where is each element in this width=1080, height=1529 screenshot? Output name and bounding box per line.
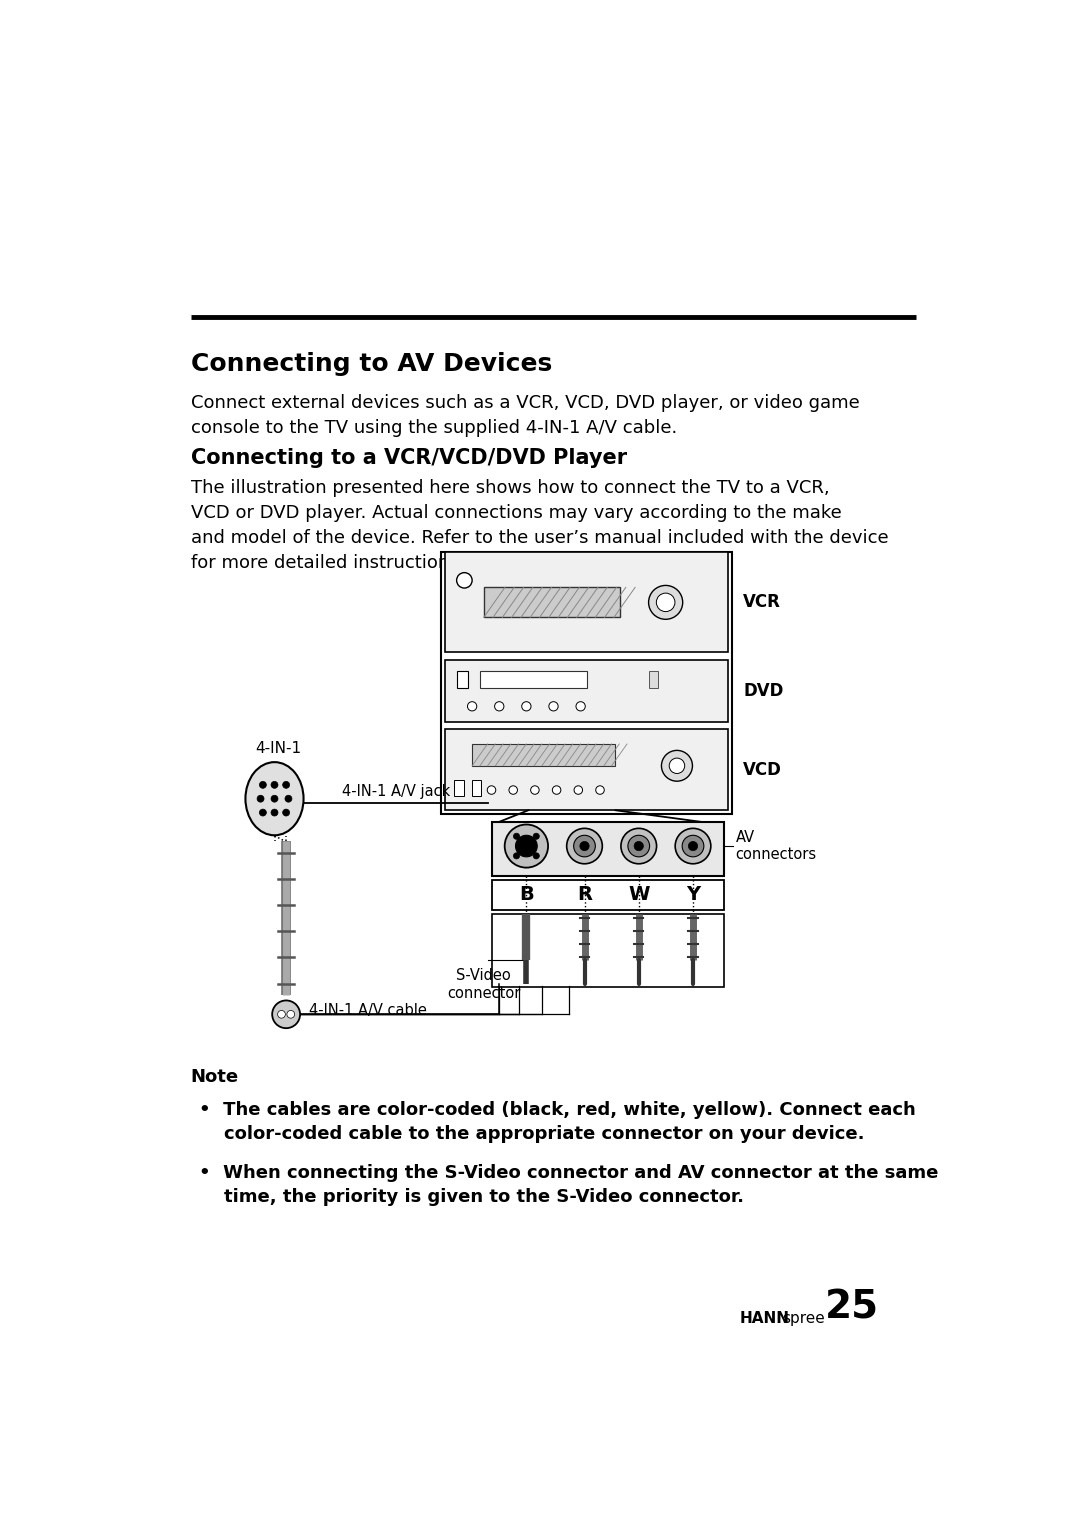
Circle shape: [552, 786, 561, 794]
Circle shape: [515, 835, 537, 856]
Text: HANN: HANN: [740, 1312, 789, 1326]
Bar: [480, 671, 588, 688]
Circle shape: [675, 829, 711, 864]
Circle shape: [278, 1011, 285, 1018]
Circle shape: [573, 835, 595, 856]
Circle shape: [283, 809, 289, 816]
Circle shape: [495, 702, 504, 711]
Circle shape: [504, 824, 548, 867]
Text: S-Video
connector: S-Video connector: [447, 968, 521, 1000]
Circle shape: [580, 841, 590, 850]
Circle shape: [513, 833, 519, 839]
Text: R: R: [577, 885, 592, 905]
Circle shape: [634, 841, 644, 850]
Bar: [484, 587, 620, 618]
Text: spree: spree: [782, 1312, 825, 1326]
Text: Note: Note: [191, 1069, 239, 1086]
Text: •  When connecting the S-Video connector and AV connector at the same
    time, : • When connecting the S-Video connector …: [199, 1164, 937, 1206]
Bar: [649, 671, 658, 688]
Text: B: B: [519, 885, 534, 905]
Text: VCR: VCR: [743, 593, 781, 612]
Circle shape: [259, 781, 267, 789]
Circle shape: [596, 786, 605, 794]
Bar: [455, 780, 463, 795]
Text: •  The cables are color-coded (black, red, white, yellow). Connect each
    colo: • The cables are color-coded (black, red…: [199, 1101, 916, 1142]
Ellipse shape: [245, 761, 303, 835]
Circle shape: [513, 853, 519, 859]
Circle shape: [457, 573, 472, 589]
Text: 4-IN-1 A/V cable: 4-IN-1 A/V cable: [309, 1003, 428, 1018]
Circle shape: [683, 835, 704, 856]
Text: W: W: [627, 885, 649, 905]
Text: Connecting to AV Devices: Connecting to AV Devices: [191, 352, 552, 376]
Circle shape: [468, 702, 476, 711]
Circle shape: [271, 795, 278, 803]
Text: VCD: VCD: [743, 761, 782, 778]
Circle shape: [649, 586, 683, 619]
Circle shape: [509, 786, 517, 794]
Circle shape: [271, 809, 278, 816]
Text: Y: Y: [686, 885, 700, 905]
Bar: [441, 552, 732, 813]
Circle shape: [575, 786, 582, 794]
Circle shape: [627, 835, 649, 856]
Bar: [445, 552, 728, 653]
Bar: [472, 780, 482, 795]
Circle shape: [285, 795, 292, 803]
Bar: [491, 914, 724, 988]
Circle shape: [549, 702, 558, 711]
Circle shape: [287, 1011, 295, 1018]
Circle shape: [567, 829, 603, 864]
Text: Connect external devices such as a VCR, VCD, DVD player, or video game
console t: Connect external devices such as a VCR, …: [191, 394, 860, 437]
Text: The illustration presented here shows how to connect the TV to a VCR,
VCD or DVD: The illustration presented here shows ho…: [191, 479, 889, 572]
Bar: [491, 821, 724, 876]
Circle shape: [530, 786, 539, 794]
Circle shape: [661, 751, 692, 781]
Bar: [472, 745, 615, 766]
Bar: [457, 671, 469, 688]
Circle shape: [487, 786, 496, 794]
Text: Connecting to a VCR/VCD/DVD Player: Connecting to a VCR/VCD/DVD Player: [191, 448, 626, 468]
Circle shape: [259, 809, 267, 816]
Text: 25: 25: [825, 1287, 879, 1326]
Text: 4-IN-1 A/V jack: 4-IN-1 A/V jack: [341, 784, 450, 798]
Circle shape: [272, 1000, 300, 1027]
Circle shape: [257, 795, 264, 803]
Bar: [445, 661, 728, 722]
Text: AV
connectors: AV connectors: [735, 830, 816, 862]
Circle shape: [283, 781, 289, 789]
Bar: [491, 879, 724, 910]
Circle shape: [534, 853, 539, 859]
Circle shape: [534, 833, 539, 839]
Circle shape: [271, 781, 278, 789]
Circle shape: [657, 593, 675, 612]
Text: DVD: DVD: [743, 682, 784, 700]
Circle shape: [522, 702, 531, 711]
Bar: [445, 729, 728, 810]
Circle shape: [576, 702, 585, 711]
Circle shape: [688, 841, 698, 850]
Circle shape: [621, 829, 657, 864]
Circle shape: [670, 758, 685, 774]
Text: 4-IN-1: 4-IN-1: [255, 742, 301, 757]
